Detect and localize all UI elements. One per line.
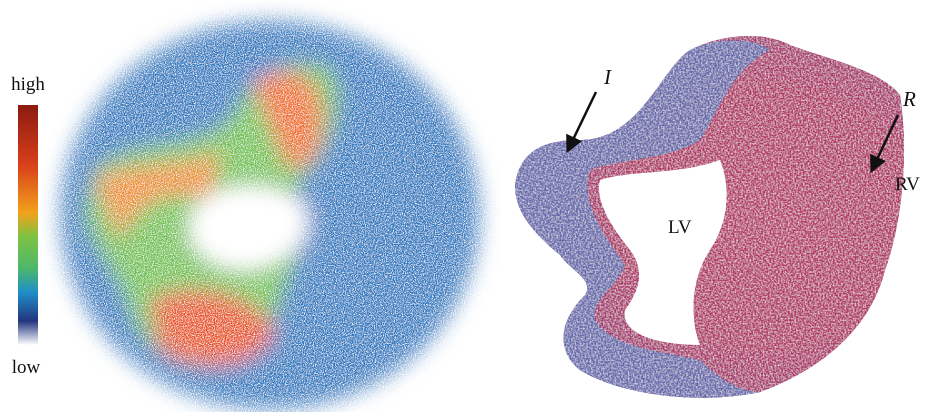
colorbar-low: low	[12, 357, 41, 378]
colorbar-high: high	[11, 74, 45, 95]
label-infarct: I	[603, 65, 612, 89]
histology	[515, 36, 904, 398]
label-remote: R	[902, 87, 916, 111]
colorbar	[18, 105, 38, 345]
heat-map	[60, 20, 480, 410]
figure: high low I R LV RV	[0, 0, 939, 412]
label-rv: RV	[895, 174, 920, 195]
label-lv: LV	[668, 217, 692, 238]
